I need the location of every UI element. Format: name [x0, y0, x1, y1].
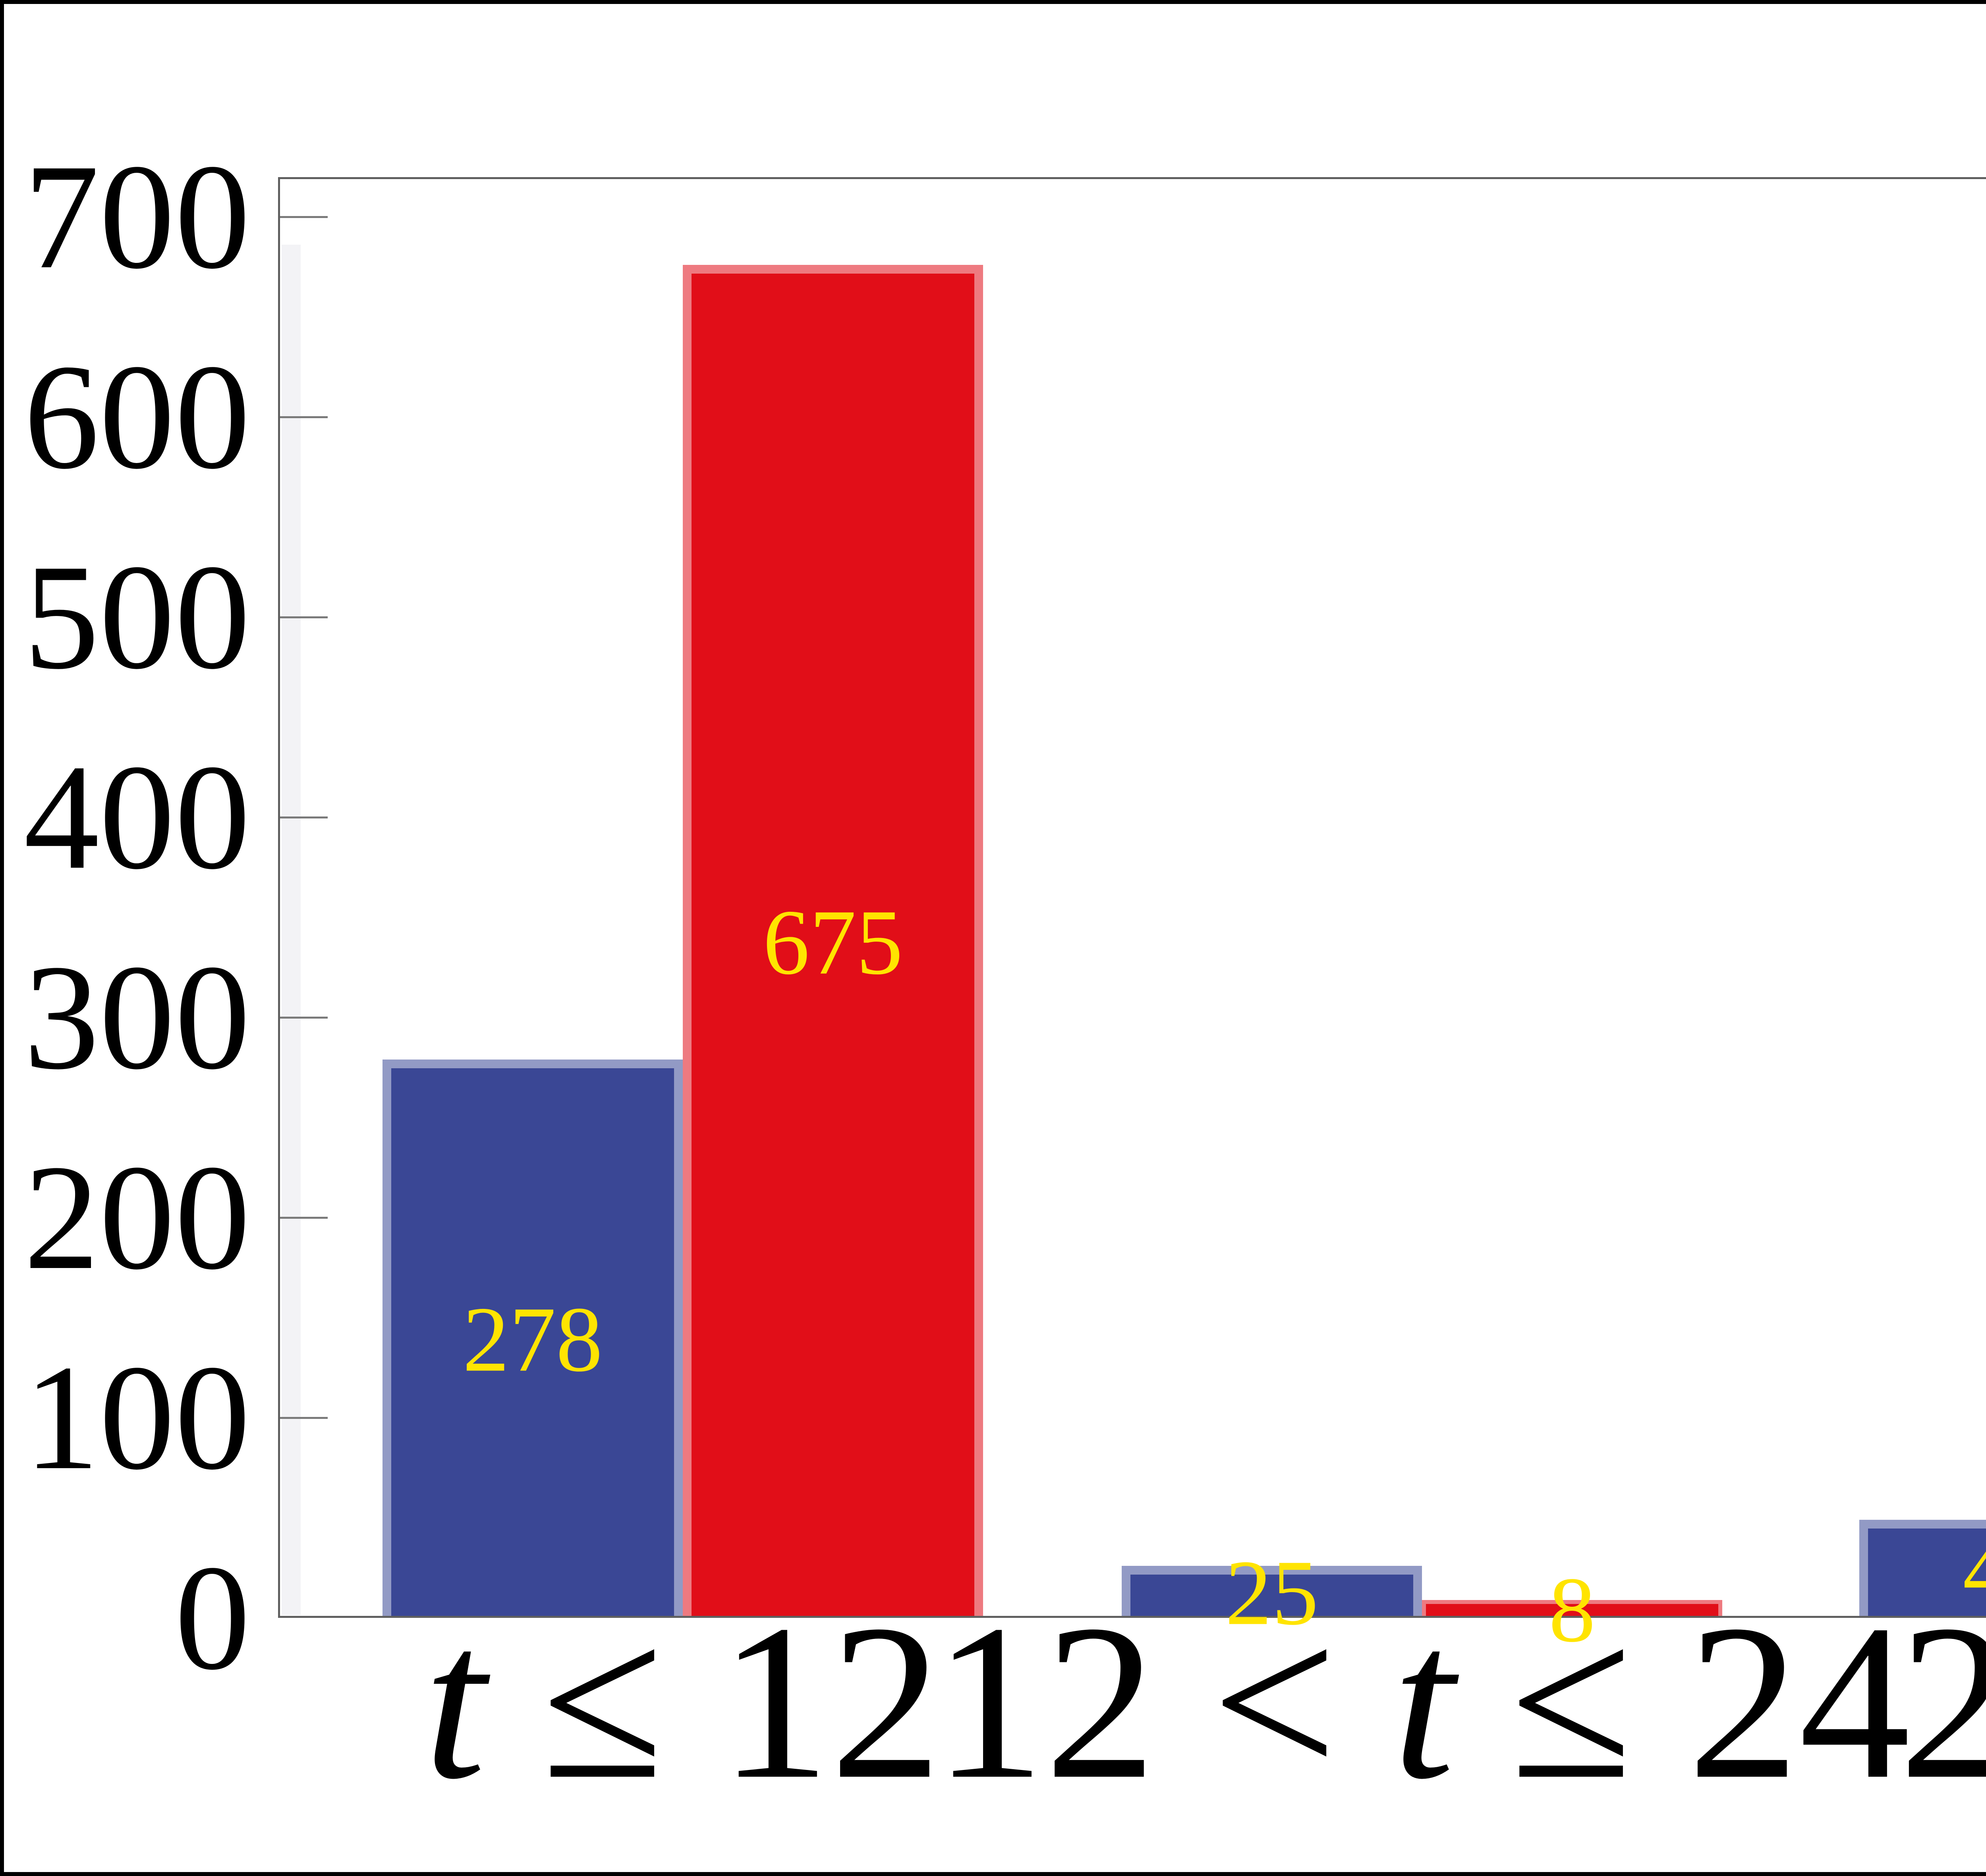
y-tick-label: 200 — [24, 1134, 250, 1301]
x-category-label-part: 24 < — [1899, 1579, 1986, 1825]
bar-summer-0 — [683, 265, 983, 1616]
y-tick-mark — [280, 816, 328, 818]
y-tick-mark — [280, 416, 328, 418]
y-tick-label: 600 — [24, 333, 250, 500]
bar-winter-1 — [1122, 1566, 1422, 1616]
y-tick-mark — [280, 1017, 328, 1019]
plot-area: 278254867581 — [278, 177, 1986, 1656]
y-tick-label: 0 — [175, 1534, 250, 1701]
x-category-label-part: ≤ 12 — [486, 1579, 942, 1825]
value-label: 48 — [1963, 1523, 1986, 1617]
y-tick-mark — [280, 1417, 328, 1419]
y-tick-mark — [280, 216, 328, 218]
axis-shadow-strip — [282, 245, 301, 1615]
y-tick-label: 300 — [24, 934, 250, 1101]
x-category-label-part: t — [424, 1579, 486, 1825]
bar-summer-1 — [1422, 1600, 1722, 1616]
y-tick-label: 700 — [24, 133, 250, 300]
x-category-label-part: 12 < — [933, 1579, 1393, 1825]
y-tick-label: 400 — [24, 733, 250, 901]
value-label: 675 — [763, 890, 903, 994]
x-category-label: t ≤ 12 — [424, 1569, 942, 1835]
x-category-label: 12 < t ≤ 24 — [934, 1569, 1911, 1835]
value-label: 278 — [462, 1287, 603, 1391]
value-label: 25 — [1225, 1541, 1319, 1644]
y-tick-mark — [280, 616, 328, 618]
bar-winter-0 — [383, 1059, 683, 1616]
y-tick-label: 500 — [24, 533, 250, 701]
bar-winter-2 — [1859, 1520, 1986, 1616]
value-label: 8 — [1549, 1558, 1596, 1662]
y-tick-label: 100 — [24, 1334, 250, 1501]
x-category-label-part: ≤ 24 — [1455, 1579, 1911, 1825]
y-tick-mark — [280, 1217, 328, 1219]
x-category-label-part: t — [1393, 1579, 1455, 1825]
x-category-label: 24 < t — [1899, 1569, 1986, 1835]
